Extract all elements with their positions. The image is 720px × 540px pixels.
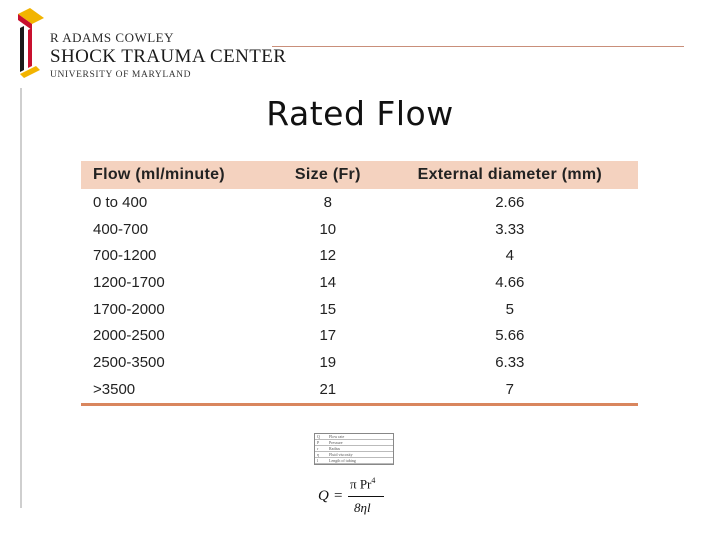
cell-size: 12 — [319, 247, 337, 265]
legend-term: Pressure — [327, 440, 393, 446]
logo-line-3: University of Maryland — [50, 70, 192, 80]
rated-flow-table: Flow (ml/minute) Size (Fr) External diam… — [81, 161, 638, 406]
cell-size: 17 — [319, 327, 337, 345]
header-flow: Flow (ml/minute) — [81, 161, 274, 189]
cell-diameter: 7 — [505, 380, 514, 398]
cell-diameter: 5 — [505, 300, 514, 318]
slide-title: Rated Flow — [266, 94, 454, 133]
table-row: 1200-1700 14 4.66 — [81, 269, 638, 296]
cell-flow: 700-1200 — [93, 247, 157, 265]
formula-numerator-text: π Pr — [350, 476, 372, 492]
table-row: >3500 21 7 — [81, 376, 638, 404]
legend-symbol: Q — [315, 434, 327, 440]
cell-diameter: 4 — [505, 247, 514, 265]
poiseuille-formula: Q = π Pr4 8ηl — [318, 476, 398, 520]
table-row: 1700-2000 15 5 — [81, 296, 638, 323]
cell-flow: 2000-2500 — [93, 327, 165, 345]
maryland-flag-icon — [18, 8, 44, 78]
table-row: 700-1200 12 4 — [81, 242, 638, 269]
cell-size: 19 — [319, 353, 337, 371]
cell-flow: 2500-3500 — [93, 353, 165, 371]
legend-term: Length of tubing — [327, 458, 393, 464]
formula-lhs: Q — [318, 488, 329, 504]
cell-size: 14 — [319, 273, 337, 291]
cell-size: 8 — [323, 193, 332, 211]
legend-symbol: l — [315, 458, 327, 464]
cell-size: 21 — [319, 380, 337, 398]
cell-flow: 1700-2000 — [93, 300, 165, 318]
cell-size: 10 — [319, 220, 337, 238]
cell-size: 15 — [319, 300, 337, 318]
cell-diameter: 3.33 — [495, 220, 525, 238]
table-row: 2000-2500 17 5.66 — [81, 322, 638, 349]
cell-flow: 400-700 — [93, 220, 149, 238]
formula-legend: Q Flow rate P Pressure r Radius η Fluid … — [314, 433, 394, 465]
legend-term: Radius — [327, 446, 393, 452]
table-row: 400-700 10 3.33 — [81, 216, 638, 243]
cell-flow: >3500 — [93, 380, 136, 398]
table-row: 0 to 400 8 2.66 — [81, 189, 638, 216]
fraction-bar — [348, 496, 384, 497]
legend-symbol: r — [315, 446, 327, 452]
cell-diameter: 6.33 — [495, 353, 525, 371]
logo-line-1: R Adams Cowley — [50, 30, 175, 45]
cell-diameter: 4.66 — [495, 273, 525, 291]
legend-term: Fluid viscosity — [327, 452, 393, 458]
formula-numerator: π Pr4 — [350, 476, 375, 492]
header-rule — [272, 46, 684, 47]
legend-symbol: η — [315, 452, 327, 458]
table-row: 2500-3500 19 6.33 — [81, 349, 638, 376]
legend-term: Flow rate — [327, 434, 393, 440]
cell-flow: 0 to 400 — [93, 193, 148, 211]
left-accent-rule — [20, 88, 22, 508]
formula-equals: = — [334, 488, 343, 504]
header-diameter: External diameter (mm) — [381, 161, 638, 189]
cell-diameter: 2.66 — [495, 193, 525, 211]
formula-exponent: 4 — [371, 476, 376, 485]
cell-diameter: 5.66 — [495, 327, 525, 345]
header-size: Size (Fr) — [274, 161, 382, 189]
formula-denominator: 8ηl — [354, 500, 371, 515]
shock-trauma-logo: R Adams Cowley Shock Trauma Center Unive… — [16, 8, 286, 82]
legend-symbol: P — [315, 440, 327, 446]
logo-line-2: Shock Trauma Center — [50, 46, 287, 67]
cell-flow: 1200-1700 — [93, 273, 165, 291]
table-header-row: Flow (ml/minute) Size (Fr) External diam… — [81, 161, 638, 189]
